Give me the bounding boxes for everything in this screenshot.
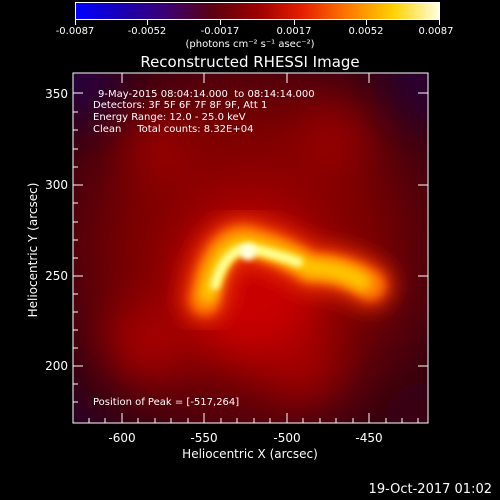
detectors-info: Detectors: 3F 5F 6F 7F 8F 9F, Att 1 (93, 100, 268, 111)
plot-frame (72, 72, 429, 424)
y-tick-label: 200 (45, 359, 68, 373)
y-tick-label: 250 (45, 269, 68, 283)
x-tick-label: -500 (273, 431, 300, 445)
render-timestamp: 19-Oct-2017 01:02 (368, 482, 492, 497)
colorbar-tick-label: -0.0017 (200, 26, 240, 37)
colorbar-units: (photons cm⁻² s⁻¹ asec⁻²) (185, 39, 315, 50)
colorbar-tick-label: -0.0087 (55, 26, 95, 37)
y-tick-label: 350 (45, 87, 68, 101)
y-tick-label: 300 (45, 178, 68, 192)
energy-range-info: Energy Range: 12.0 - 25.0 keV (93, 112, 246, 123)
flare-emission (73, 73, 428, 423)
observation-time: 9-May-2015 08:04:14.000 to 08:14:14.000 (98, 89, 315, 100)
colorbar-tick-label: -0.0052 (127, 26, 167, 37)
y-axis-ticks (73, 92, 428, 403)
clean-counts-info: Clean Total counts: 8.32E+04 (93, 124, 254, 135)
x-tick-label: -450 (355, 431, 382, 445)
colorbar-tick-label: 0.0052 (348, 26, 384, 37)
peak-position: Position of Peak = [-517,264] (93, 397, 240, 408)
y-axis-label: Heliocentric Y (arcsec) (26, 183, 40, 318)
image-title: Reconstructed RHESSI Image (140, 53, 360, 71)
colorbar-tick-label: 0.0087 (418, 26, 454, 37)
x-tick-label: -600 (108, 431, 135, 445)
x-tick-label: -550 (190, 431, 217, 445)
x-axis-label: Heliocentric X (arcsec) (182, 447, 318, 461)
x-axis-ticks (88, 73, 419, 423)
colorbar-tick-marks (75, 20, 440, 25)
colorbar (75, 2, 440, 20)
colorbar-tick-label: 0.0017 (276, 26, 312, 37)
